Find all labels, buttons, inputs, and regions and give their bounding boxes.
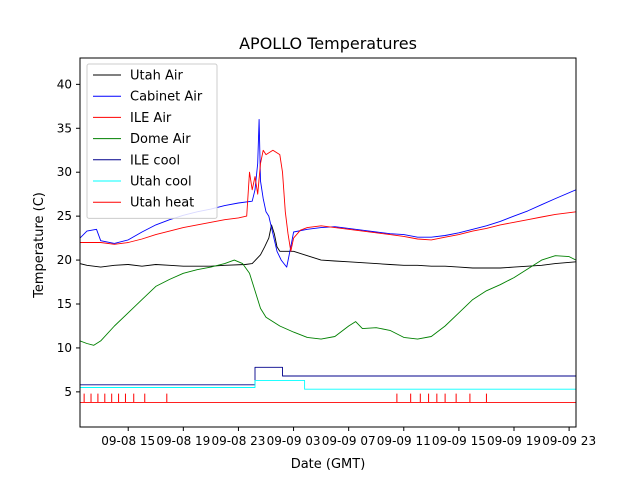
y-tick-label: 15	[57, 297, 72, 311]
legend: Utah Air Cabinet Air ILE Air Dome Air ILE co…	[86, 63, 218, 219]
series-line-dome-air	[80, 255, 576, 346]
x-axis-label: Date (GMT)	[291, 457, 366, 472]
y-tick-label: 25	[57, 209, 72, 223]
series-line-utah-cool	[80, 379, 576, 390]
legend-label: Utah Air	[130, 69, 183, 84]
y-tick-label: 30	[57, 165, 72, 179]
x-tick-label: 09-09 11	[377, 434, 431, 448]
legend-label: Cabinet Air	[130, 90, 203, 105]
y-tick-label: 5	[64, 385, 72, 399]
series-line-utah-air	[80, 224, 576, 269]
y-tick-label: 10	[57, 341, 72, 355]
y-axis-label: Temperature (C)	[32, 192, 47, 299]
legend-label: ILE cool	[130, 153, 180, 168]
x-tick-label: 09-08 15	[101, 434, 155, 448]
y-tick-label: 35	[57, 121, 72, 135]
series-line-cabinet-air	[80, 119, 576, 268]
series-line-ile-air	[80, 149, 576, 252]
x-tick-label: 09-08 19	[156, 434, 210, 448]
chart-title: APOLLO Temperatures	[239, 34, 417, 53]
legend-label: Utah heat	[130, 196, 194, 211]
x-tick-label: 09-09 23	[542, 434, 596, 448]
x-tick-label: 09-08 23	[211, 434, 265, 448]
plot-frame	[79, 57, 577, 428]
series-layer	[80, 119, 576, 403]
x-tick-label: 09-09 15	[432, 434, 486, 448]
y-tick-label: 20	[57, 253, 72, 267]
legend-label: Dome Air	[130, 132, 191, 147]
series-line-ile-cool	[80, 366, 576, 386]
axes: 09-08 15 09-08 19 09-08 23 09-09 03 09-09 07…	[57, 77, 596, 448]
x-tick-label: 09-09 03	[267, 434, 321, 448]
legend-label: Utah cool	[130, 175, 192, 190]
legend-label: ILE Air	[130, 111, 172, 126]
legend-box	[86, 63, 218, 219]
y-tick-label: 40	[57, 77, 72, 91]
x-tick-label: 09-09 07	[322, 434, 376, 448]
x-tick-label: 09-09 19	[487, 434, 541, 448]
